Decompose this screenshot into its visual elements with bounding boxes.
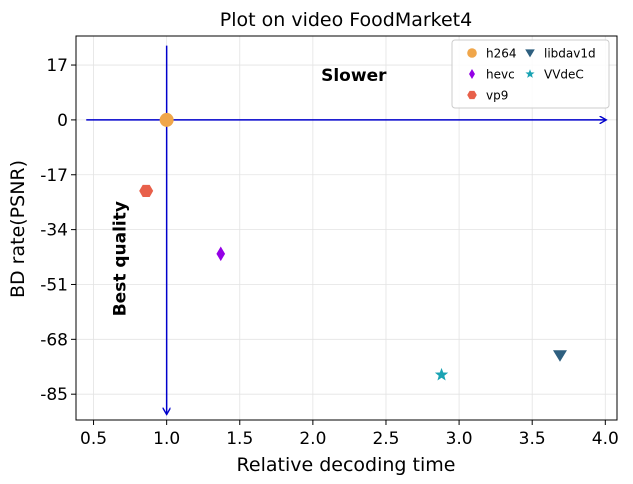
legend-marker-VVdeC bbox=[525, 69, 535, 78]
x-tick-label: 3.5 bbox=[519, 429, 546, 449]
y-tick-label: -51 bbox=[40, 275, 68, 295]
y-tick-label: 0 bbox=[57, 111, 68, 131]
legend-marker-libdav1d bbox=[525, 49, 535, 58]
legend-label: vp9 bbox=[486, 89, 508, 103]
y-tick-label: -34 bbox=[40, 221, 68, 241]
y-tick-label: -68 bbox=[40, 330, 68, 350]
x-tick-label: 4.0 bbox=[592, 429, 619, 449]
legend-label: hevc bbox=[486, 68, 515, 82]
data-point-hevc bbox=[216, 246, 226, 262]
annotations: Slower Best quality bbox=[111, 66, 387, 316]
data-point-VVdeC bbox=[434, 367, 449, 381]
annotation-label: Slower bbox=[321, 66, 387, 86]
legend-marker-vp9 bbox=[467, 90, 477, 100]
legend: h264 hevc vp9 libdav1d VVdeC bbox=[451, 39, 610, 109]
y-tick-label: -85 bbox=[40, 385, 68, 405]
data-point-h264 bbox=[159, 112, 174, 127]
y-axis-label: BD rate(PSNR) bbox=[7, 160, 29, 298]
data-points bbox=[139, 112, 567, 381]
x-tick-label: 2.0 bbox=[299, 429, 326, 449]
y-axis-ticks: 17 0 -17 -34 -51 -68 -85 bbox=[40, 56, 76, 405]
x-axis-label: Relative decoding time bbox=[237, 454, 456, 476]
x-tick-label: 2.5 bbox=[372, 429, 399, 449]
legend-label: libdav1d bbox=[544, 47, 596, 61]
y-tick-label: -17 bbox=[40, 166, 68, 186]
x-tick-label: 1.0 bbox=[153, 429, 180, 449]
annotation-label: Best quality bbox=[111, 201, 131, 316]
legend-label: h264 bbox=[486, 47, 517, 61]
data-point-vp9 bbox=[139, 184, 154, 197]
x-tick-label: 1.5 bbox=[226, 429, 253, 449]
legend-marker-h264 bbox=[467, 48, 477, 58]
x-tick-label: 0.5 bbox=[80, 429, 107, 449]
legend-marker-hevc bbox=[469, 68, 475, 80]
chart-title: Plot on video FoodMarket4 bbox=[220, 9, 472, 31]
data-point-libdav1d bbox=[552, 350, 567, 362]
y-tick-label: 17 bbox=[46, 56, 68, 76]
plot-frame bbox=[75, 35, 618, 421]
x-axis-ticks: 0.5 1.0 1.5 2.0 2.5 3.0 3.5 4.0 bbox=[80, 420, 619, 449]
x-tick-label: 3.0 bbox=[446, 429, 473, 449]
legend-label: VVdeC bbox=[544, 68, 584, 82]
